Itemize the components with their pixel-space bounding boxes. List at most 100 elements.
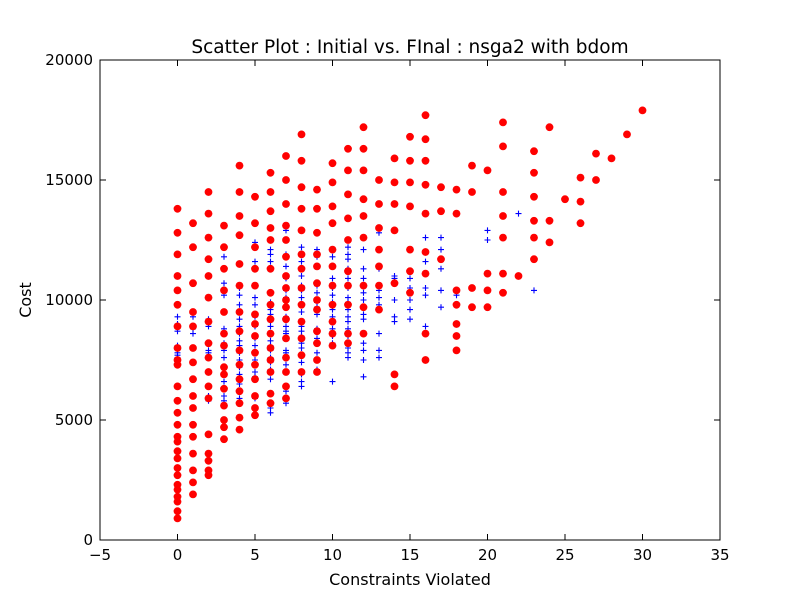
data-point-final (561, 195, 569, 204)
x-tick-label: 20 (478, 546, 497, 564)
data-point-final (282, 334, 290, 343)
data-point-final (530, 233, 538, 242)
data-point-final (189, 322, 197, 331)
data-point-final (266, 356, 275, 364)
data-point-initial (252, 258, 258, 265)
data-point-final (235, 399, 244, 408)
data-point-final (282, 200, 290, 208)
y-tick-label: 5000 (55, 411, 93, 429)
data-point-final (545, 123, 554, 132)
data-point-final (235, 260, 244, 268)
data-point-initial (376, 294, 382, 301)
data-point-final (390, 370, 399, 379)
data-point-final (421, 180, 430, 189)
data-point-final (235, 308, 244, 316)
data-point-final (220, 363, 228, 372)
data-point-final (313, 228, 321, 237)
data-point-final (251, 392, 259, 400)
data-point-final (189, 375, 197, 384)
data-point-final (204, 394, 213, 403)
data-point-final (235, 231, 244, 240)
data-point-initial (407, 297, 413, 303)
data-point-final (359, 233, 368, 242)
data-point-final (530, 216, 538, 225)
data-point-final (189, 243, 197, 252)
data-point-final (173, 420, 182, 429)
data-point-final (375, 176, 383, 184)
data-point-final (328, 178, 337, 187)
data-point-final (173, 437, 182, 446)
data-point-final (189, 404, 197, 412)
data-point-final (297, 351, 306, 360)
data-point-final (251, 332, 259, 340)
data-point-initial (360, 246, 367, 253)
data-point-final (220, 416, 228, 424)
data-point-initial (438, 265, 444, 272)
data-point-final (204, 471, 213, 480)
data-point-final (220, 384, 228, 393)
data-point-final (452, 346, 461, 355)
data-point-final (499, 188, 507, 196)
data-point-final (173, 514, 182, 523)
data-point-final (313, 356, 321, 364)
data-point-final (204, 382, 213, 391)
x-tick-label: −5 (89, 546, 111, 564)
data-point-final (266, 188, 275, 196)
chart-title: Scatter Plot : Initial vs. FInal : nsga2… (191, 37, 628, 58)
data-point-final (266, 315, 275, 324)
data-point-initial (345, 318, 351, 325)
data-point-final (173, 360, 182, 369)
data-point-initial (252, 301, 258, 308)
data-point-initial (438, 287, 444, 294)
data-point-initial (515, 210, 522, 217)
data-point-final (235, 346, 244, 355)
data-point-final (189, 279, 197, 288)
data-point-final (204, 272, 213, 280)
data-point-final (282, 394, 290, 403)
data-point-initial (360, 289, 367, 296)
data-point-initial (283, 361, 289, 368)
data-point-final (313, 368, 321, 376)
data-point-final (189, 392, 197, 400)
data-point-final (344, 267, 352, 276)
x-tick-label: 10 (323, 546, 342, 564)
data-point-final (344, 339, 352, 348)
data-point-final (297, 300, 306, 309)
data-point-initial (236, 292, 243, 299)
data-point-initial (345, 275, 351, 282)
data-point-final (282, 368, 290, 376)
data-point-final (235, 327, 244, 336)
data-point-initial (345, 244, 351, 251)
data-point-final (220, 286, 228, 295)
data-point-final (359, 123, 368, 132)
data-point-initial (298, 294, 305, 301)
data-point-final (530, 168, 538, 177)
data-point-final (173, 396, 182, 405)
data-point-final (220, 308, 228, 316)
data-point-final (235, 161, 244, 170)
data-point-initial (360, 297, 367, 303)
data-point-initial (267, 323, 274, 330)
data-point-final (344, 329, 352, 338)
data-point-final (359, 212, 368, 220)
data-point-final (390, 279, 399, 288)
data-point-final (328, 317, 337, 326)
data-point-final (390, 200, 399, 208)
data-point-initial (422, 258, 429, 265)
data-point-final (235, 387, 244, 396)
data-point-final (282, 303, 290, 312)
data-point-final (251, 320, 259, 328)
x-tick-label: 5 (250, 546, 260, 564)
data-point-initial (221, 280, 227, 287)
data-point-initial (329, 292, 336, 299)
data-point-final (251, 281, 259, 290)
data-point-final (204, 449, 213, 458)
data-point-final (406, 178, 414, 187)
data-point-final (173, 300, 182, 309)
data-point-final (220, 370, 228, 379)
data-point-final (359, 144, 368, 153)
data-point-final (328, 329, 337, 338)
data-point-final (189, 449, 197, 458)
data-point-final (344, 281, 352, 290)
data-point-initial (422, 234, 429, 241)
